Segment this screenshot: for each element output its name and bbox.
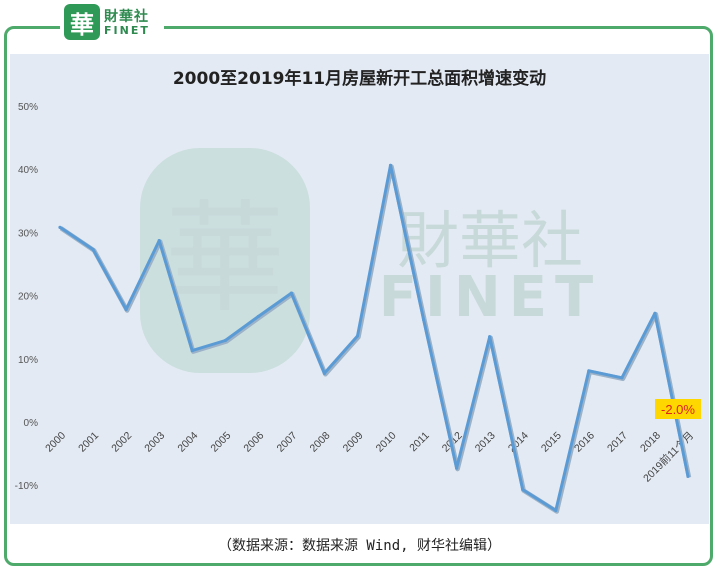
finet-seal-icon: 華 [64,4,100,40]
finet-watermark: 華 財華社 FINET [140,148,601,373]
data-point [521,488,525,492]
x-tick-label: 2007 [274,430,299,455]
logo-name-en: FINET [104,24,150,37]
y-tick-label: 40% [18,165,38,176]
data-point [190,348,194,353]
data-point [421,318,426,322]
data-point [256,314,260,319]
x-tick-label: 2018 [638,430,663,455]
last-value-badge: -2.0% [655,399,701,419]
y-tick-label: 20% [18,292,38,303]
finet-logo: 華 財華社 FINET [60,2,164,42]
data-point [58,225,62,229]
x-tick-label: 2011 [407,430,432,455]
x-tick-label: 2008 [308,430,333,455]
data-point [686,474,690,478]
data-point [554,508,558,513]
x-tick-label: 2015 [539,430,564,455]
data-point [587,369,591,373]
data-point [488,335,492,339]
data-point [653,311,657,315]
data-point [223,338,227,343]
data-point [91,247,95,252]
watermark-name-en: FINET [379,265,601,330]
data-point [388,163,393,168]
y-tick-label: 10% [18,355,38,366]
chart-title: 2000至2019年11月房屋新开工总面积增速变动 [172,69,547,89]
data-point [620,376,624,380]
data-point [355,334,360,338]
x-tick-label: 2002 [109,430,134,455]
x-tick-label: 2017 [605,430,630,455]
x-tick-label: 2001 [76,430,101,455]
watermark-seal-char: 華 [165,190,285,329]
source-note: （数据来源：数据来源 Wind, 财华社编辑） [218,538,501,554]
watermark-name-cn: 財華社 [397,204,583,277]
x-tick-label: 2009 [341,430,366,455]
series-line [59,163,690,512]
badge-background [655,399,701,419]
data-point [455,466,459,470]
y-tick-label: -10% [15,481,38,492]
x-tick-label: 2000 [43,430,68,455]
y-tick-label: 50% [18,102,38,113]
x-tick-label: 2010 [374,430,399,455]
y-tick-label: 30% [18,228,38,239]
x-tick-label: 2004 [175,430,200,455]
plot-area [10,54,709,524]
data-point [124,307,128,312]
x-tick-label: 2005 [208,430,233,455]
x-tick-label: 2006 [241,430,266,455]
y-tick-label: 0% [24,418,39,429]
logo-name-cn: 財華社 [104,9,149,25]
x-tick-label: 2003 [142,430,167,455]
data-point [289,291,293,295]
x-tick-label: 2013 [473,430,498,455]
badge-text: -2.0% [661,402,695,417]
data-point [322,371,327,375]
data-point [157,239,161,243]
